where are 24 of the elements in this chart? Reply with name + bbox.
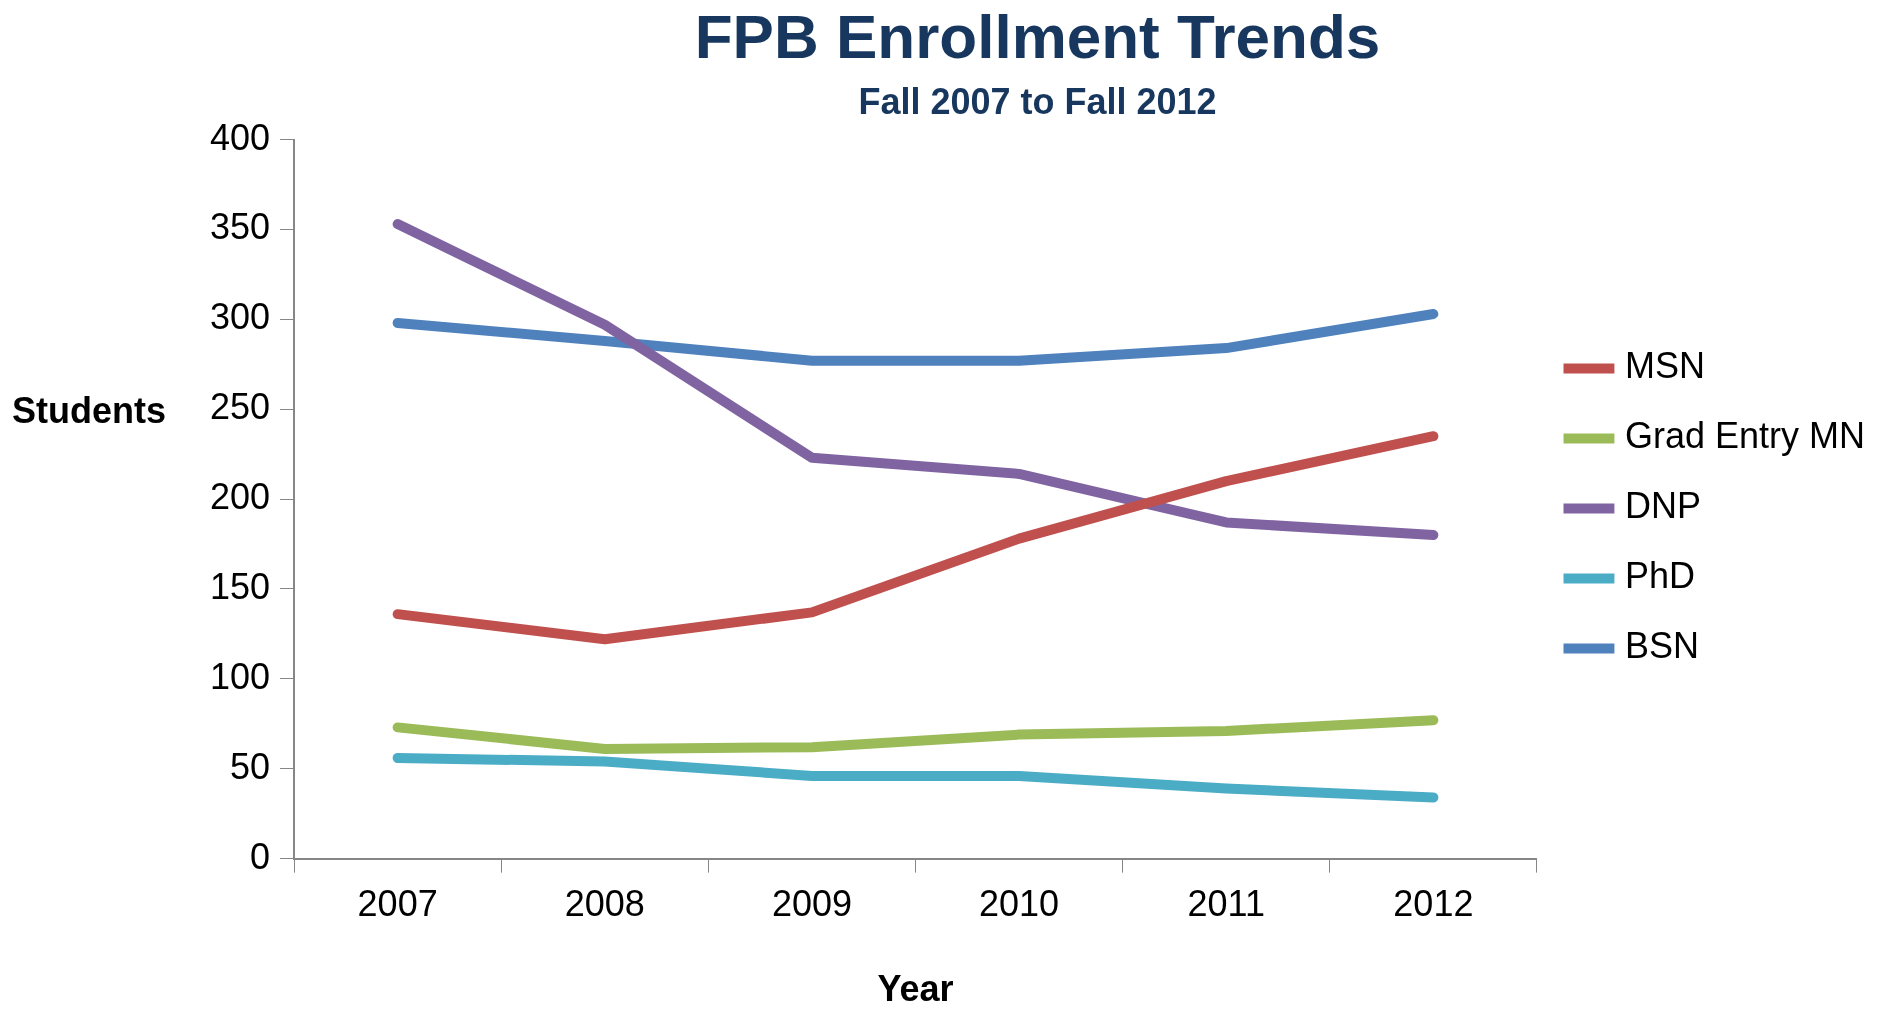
x-axis-title: Year xyxy=(877,968,954,1010)
x-tick-label: 2009 xyxy=(771,883,852,925)
y-tick-label: 150 xyxy=(209,565,271,607)
y-tick-label: 350 xyxy=(209,206,271,248)
y-tick-label: 250 xyxy=(209,386,271,428)
y-tick-label: 200 xyxy=(209,476,271,518)
x-tick-label: 2010 xyxy=(979,883,1060,925)
legend-label: DNP xyxy=(1624,485,1701,527)
legend-label: BSN xyxy=(1624,625,1699,667)
y-tick-label: 300 xyxy=(209,296,271,338)
y-axis-title: Students xyxy=(12,389,167,431)
chart-subtitle: Fall 2007 to Fall 2012 xyxy=(858,80,1217,122)
legend-label: PhD xyxy=(1624,555,1695,597)
y-tick-label: 0 xyxy=(250,835,271,877)
x-tick-label: 2007 xyxy=(357,883,438,925)
chart-title: FPB Enrollment Trends xyxy=(694,2,1381,72)
y-tick-label: 400 xyxy=(209,116,271,158)
y-tick-label: 100 xyxy=(209,655,271,697)
legend-label: Grad Entry MN xyxy=(1624,415,1865,457)
x-tick-label: 2011 xyxy=(1187,883,1265,925)
y-tick-label: 50 xyxy=(230,745,271,787)
legend-label: MSN xyxy=(1624,345,1705,387)
x-tick-label: 2012 xyxy=(1393,883,1474,925)
x-tick-label: 2008 xyxy=(564,883,645,925)
